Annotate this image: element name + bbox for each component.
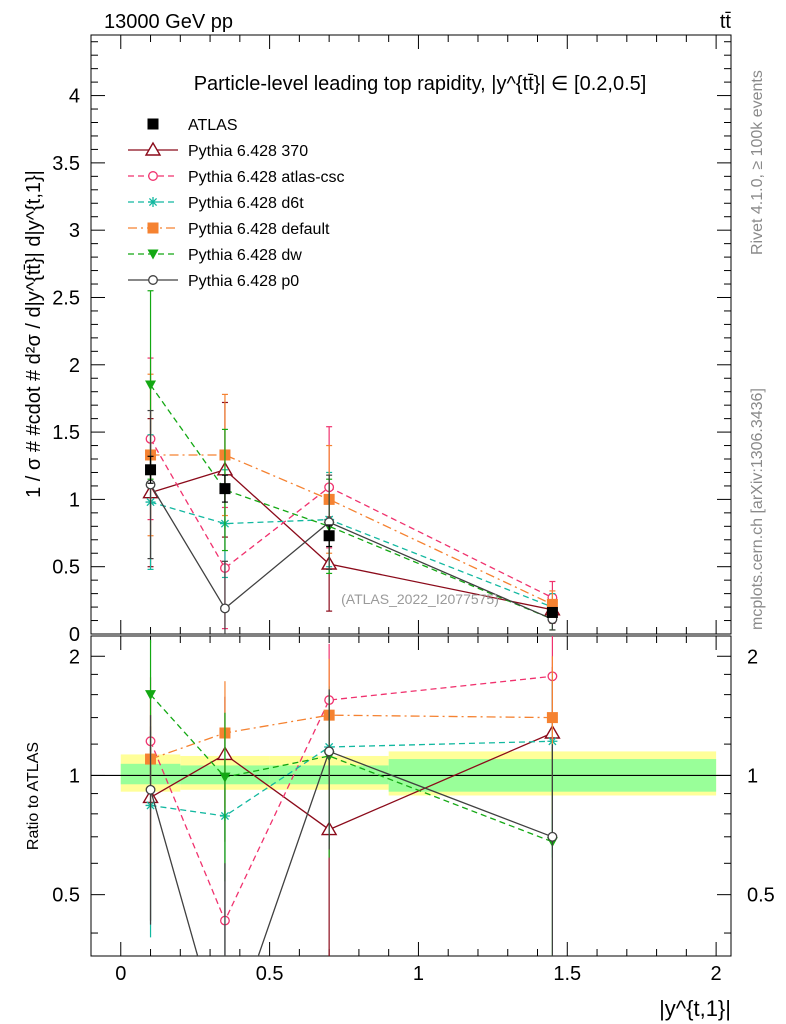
process-label: tt̄ [720,11,732,33]
analysis-watermark: (ATLAS_2022_I2077575) [341,591,499,607]
energy-label: 13000 GeV pp [104,11,233,33]
legend-entry: ATLAS [148,117,238,134]
legend-marker [148,223,159,234]
main-data-point [145,380,156,390]
legend-entry: Pythia 6.428 dw [128,247,302,264]
legend-marker [148,197,158,207]
main-y-tick-label: 0.5 [52,557,80,579]
ratio-series-4 [145,640,558,995]
main-y-tick-label: 4 [69,86,80,108]
ratio-frame [91,636,731,956]
ratio-y-tick-label-left: 1 [69,765,80,787]
ratio-series-1 [146,619,556,994]
legend-label: Pythia 6.428 atlas-csc [188,169,345,186]
ratio-y-tick-label-right: 1 [747,765,758,787]
main-data-layer [144,291,560,634]
main-series-2 [146,358,556,629]
main-data-point [145,464,156,475]
main-y-tick-label: 3 [69,220,80,242]
main-series-line [151,470,553,610]
ratio-y-tick-label-left: 2 [69,646,80,668]
legend-entry: Pythia 6.428 d6t [128,195,304,212]
x-tick-label: 0.5 [256,963,284,985]
legend-entry: Pythia 6.428 370 [128,143,308,160]
x-tick-label: 1 [413,963,424,985]
main-y-axis-label: 1 / σ # #cdot # d²σ / d|y^{tt̄}| d|y^{t,… [23,170,45,498]
x-tick-label: 0 [115,963,126,985]
legend-label: Pythia 6.428 d6t [188,195,304,212]
main-series-4 [145,374,558,618]
legend-label: Pythia 6.428 p0 [188,273,299,290]
main-data-point [324,530,335,541]
main-y-tick-label: 3.5 [52,153,80,175]
ratio-panel: 0.50.5112200.511.52 Ratio to ATLAS |y^{t… [25,619,775,1024]
main-y-tick-label: 2.5 [52,287,80,309]
ratio-data-point [325,747,334,756]
main-y-tick-label: 2 [69,355,80,377]
chart-title: Particle-level leading top rapidity, |y^… [194,73,647,95]
ratio-y-tick-label-right: 0.5 [747,885,775,907]
main-y-tick-label: 0 [69,624,80,646]
legend-label: Pythia 6.428 dw [188,247,302,264]
legend-label: ATLAS [188,117,238,134]
legend-label: Pythia 6.428 370 [188,143,308,160]
main-series-line [151,455,553,604]
legend-entry: Pythia 6.428 p0 [128,273,299,290]
ratio-data-point [146,785,155,794]
ratio-y-tick-label-right: 2 [747,646,758,668]
legend-entry: Pythia 6.428 default [128,221,330,238]
main-data-point [221,604,230,613]
ratio-uncertainty-bands [91,751,731,795]
legend-marker [149,276,158,285]
main-series-line [151,439,553,598]
ratio-axis-ticks: 0.5 0.5 1 1 2 2 0 0.5 1 1.5 2 [52,636,775,985]
legend-entry: Pythia 6.428 atlas-csc [128,169,345,186]
ratio-y-tick-label-left: 0.5 [52,885,80,907]
ratio-data-layer [144,619,560,1024]
x-tick-label: 1.5 [553,963,581,985]
main-data-point [219,483,230,494]
main-y-tick-label: 1 [69,489,80,511]
x-axis-label: |y^{t,1}| [659,996,731,1021]
main-data-point [547,607,558,618]
rivet-version-label: Rivet 4.1.0, ≥ 100k events [749,70,766,255]
ratio-y-axis-label: Ratio to ATLAS [25,742,42,850]
main-y-tick-label: 1.5 [52,422,80,444]
x-tick-label: 2 [711,963,722,985]
ratio-series-2 [146,672,558,961]
legend-marker [148,119,159,130]
ratio-series-line [151,676,553,920]
legend-label: Pythia 6.428 default [188,221,330,238]
ratio-data-point [548,832,557,841]
legend-marker [149,172,158,181]
plot-canvas: 13000 GeV pp tt̄ Rivet 4.1.0, ≥ 100k eve… [0,0,786,1024]
legend-marker [146,143,160,155]
main-panel: 0 0.5 1 1.5 2 2.5 3 3.5 4 Particle-level leading… [23,35,731,646]
mcplots-label: mcplots.cern.ch [arXiv:1306.3436] [749,388,766,630]
ratio-data-point [547,712,558,723]
ratio-series-0 [144,667,560,994]
legend: ATLAS Pythia 6.428 370 Pythia 6.428 atlas-… [128,117,345,290]
